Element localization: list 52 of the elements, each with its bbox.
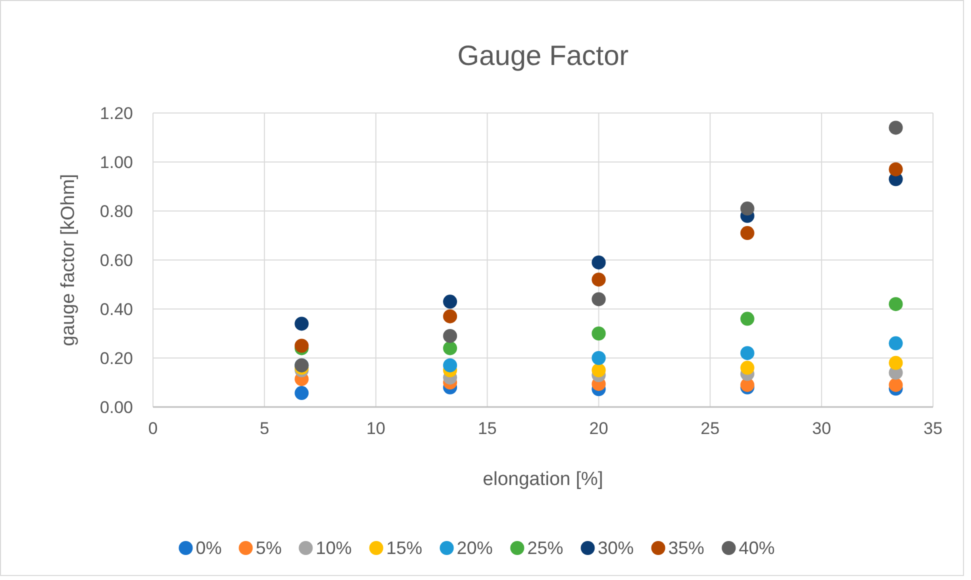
point — [888, 120, 903, 135]
y-axis-title: gauge factor [kOhm] — [58, 174, 79, 346]
point — [592, 292, 606, 306]
point — [294, 338, 309, 353]
y-tick-label: 1.00 — [100, 153, 133, 172]
x-tick-label: 0 — [148, 419, 158, 438]
legend-label: 10% — [316, 538, 352, 558]
point — [592, 351, 606, 365]
chart-title: Gauge Factor — [457, 40, 629, 71]
legend-label: 35% — [668, 538, 704, 558]
point — [294, 386, 309, 400]
point — [443, 309, 458, 324]
y-tick-label: 0.80 — [100, 202, 133, 221]
point — [740, 360, 754, 375]
legend-label: 0% — [196, 538, 222, 558]
point — [592, 363, 606, 378]
point — [443, 358, 458, 372]
y-tick-label: 0.60 — [100, 251, 133, 270]
legend-label: 15% — [386, 538, 422, 558]
point — [888, 336, 903, 350]
y-tick-label: 0.20 — [100, 349, 133, 368]
point — [592, 272, 606, 287]
point — [294, 316, 309, 331]
x-tick-label: 5 — [260, 419, 270, 438]
point — [443, 328, 458, 343]
legend-label: 30% — [598, 538, 634, 558]
point — [888, 378, 903, 392]
x-tick-label: 35 — [924, 419, 942, 438]
point — [740, 312, 754, 326]
point — [740, 202, 754, 216]
point — [888, 297, 903, 312]
y-tick-label: 1.20 — [100, 104, 133, 123]
point — [443, 294, 458, 309]
x-tick-label: 20 — [589, 419, 608, 438]
point — [592, 326, 606, 340]
x-tick-label: 10 — [366, 419, 386, 438]
point — [888, 356, 903, 370]
legend-label: 20% — [456, 538, 493, 558]
legend-label: 25% — [527, 538, 564, 558]
point — [888, 162, 903, 176]
legend-label: 40% — [738, 538, 775, 558]
x-axis-title: elongation [%] — [482, 469, 604, 490]
point — [592, 255, 606, 270]
point — [443, 341, 458, 356]
y-tick-label: 0.40 — [100, 300, 133, 319]
x-tick-label: 25 — [700, 419, 720, 438]
y-tick-label: 0.00 — [100, 398, 133, 417]
point — [740, 226, 754, 240]
x-tick-label: 30 — [812, 419, 832, 438]
x-tick-label: 15 — [478, 419, 497, 438]
point — [740, 346, 754, 360]
legend-label: 5% — [256, 538, 282, 558]
